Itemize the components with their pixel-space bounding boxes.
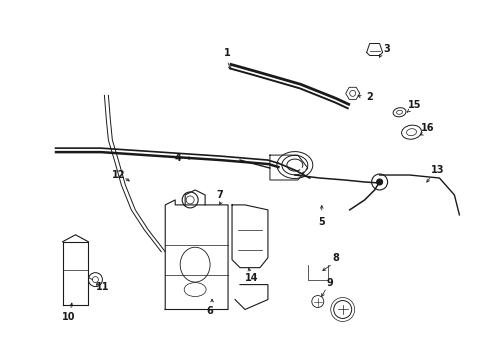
Text: 13: 13 <box>430 165 443 175</box>
Text: 12: 12 <box>111 170 125 180</box>
Text: 5: 5 <box>318 217 325 227</box>
Text: 1: 1 <box>223 49 230 58</box>
Text: 16: 16 <box>420 123 433 133</box>
Text: 9: 9 <box>325 278 332 288</box>
Text: 4: 4 <box>174 153 181 163</box>
Text: 11: 11 <box>96 282 109 292</box>
Text: 3: 3 <box>383 44 389 54</box>
Text: 8: 8 <box>332 253 339 263</box>
Text: 6: 6 <box>206 306 213 316</box>
Text: 14: 14 <box>244 273 258 283</box>
Text: 7: 7 <box>216 190 223 200</box>
Text: 10: 10 <box>61 312 75 323</box>
Text: 15: 15 <box>407 100 420 110</box>
Circle shape <box>376 179 382 185</box>
Text: 2: 2 <box>366 92 372 102</box>
